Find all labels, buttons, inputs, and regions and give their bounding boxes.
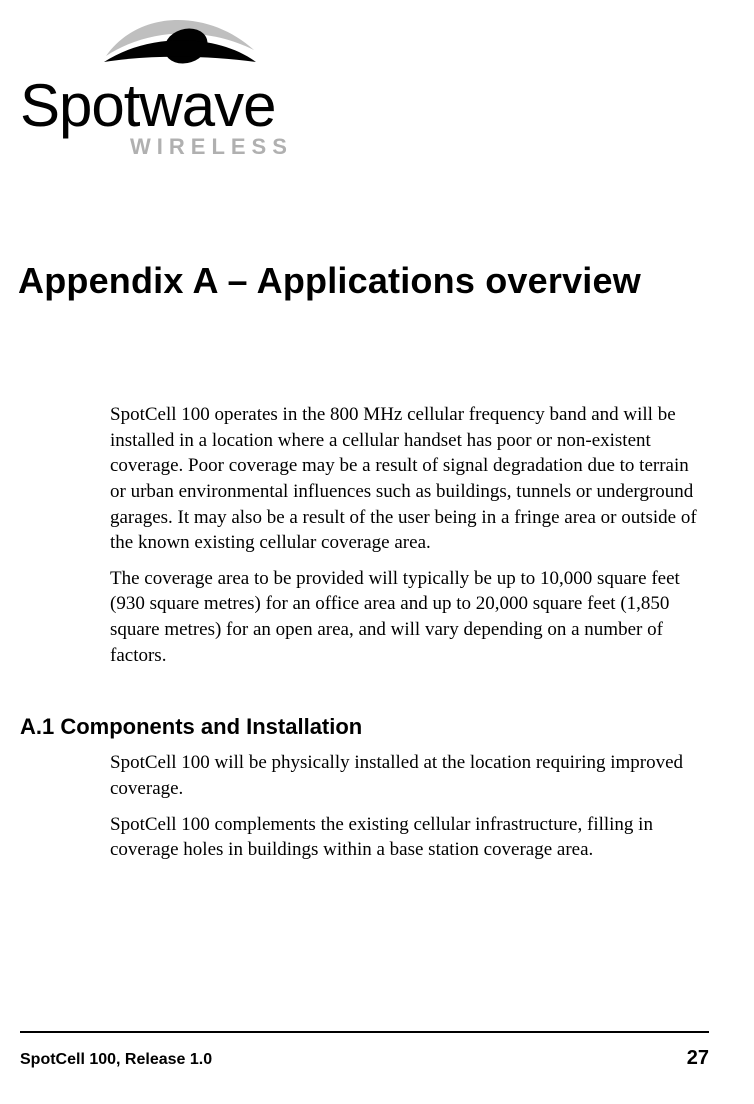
document-page: Spotwave WIRELESS Appendix A – Applicati… (0, 0, 754, 1104)
footer-doc-title: SpotCell 100, Release 1.0 (20, 1051, 212, 1069)
section-body: SpotCell 100 will be physically installe… (110, 750, 709, 863)
intro-paragraph-2: The coverage area to be provided will ty… (110, 566, 709, 669)
intro-body: SpotCell 100 operates in the 800 MHz cel… (110, 402, 709, 668)
appendix-title: Appendix A – Applications overview (18, 260, 709, 302)
logo-swoosh-icon (100, 14, 260, 76)
logo-block: Spotwave WIRELESS (20, 0, 709, 160)
section-paragraph-1: SpotCell 100 will be physically installe… (110, 750, 709, 801)
intro-paragraph-1: SpotCell 100 operates in the 800 MHz cel… (110, 402, 709, 556)
logo-subtext: WIRELESS (130, 134, 709, 160)
page-footer: SpotCell 100, Release 1.0 27 (20, 1031, 709, 1070)
logo-wordmark: Spotwave (20, 76, 709, 136)
footer-page-number: 27 (687, 1047, 709, 1070)
section-paragraph-2: SpotCell 100 complements the existing ce… (110, 812, 709, 863)
section-heading: A.1 Components and Installation (20, 714, 709, 740)
